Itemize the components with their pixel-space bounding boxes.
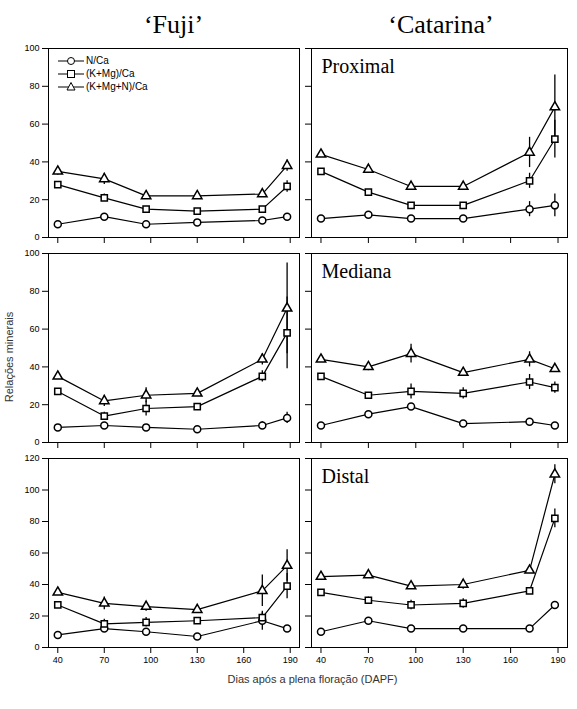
html-text:(K+Mg+N)/Ca: (K+Mg+N)/Ca — [86, 81, 148, 92]
svg-text:60: 60 — [29, 548, 39, 558]
svg-text:0: 0 — [34, 437, 39, 447]
svg-text:0: 0 — [34, 642, 39, 652]
svg-text:100: 100 — [143, 655, 158, 665]
svg-text:100: 100 — [24, 248, 39, 258]
svg-text:100: 100 — [24, 43, 39, 53]
svg-text:130: 130 — [456, 655, 471, 665]
svg-text:Distal: Distal — [322, 465, 370, 487]
svg-text:40: 40 — [29, 362, 39, 372]
svg-text:160: 160 — [503, 655, 518, 665]
svg-text:60: 60 — [29, 119, 39, 129]
svg-text:120: 120 — [24, 453, 39, 463]
svg-text:40: 40 — [316, 655, 326, 665]
svg-text:20: 20 — [29, 611, 39, 621]
svg-text:70: 70 — [99, 655, 109, 665]
html-text:Relações minerais: Relações minerais — [3, 311, 15, 402]
svg-text:0: 0 — [34, 232, 39, 242]
html-text:(K+Mg)/Ca: (K+Mg)/Ca — [86, 68, 135, 79]
svg-text:60: 60 — [29, 324, 39, 334]
svg-text:190: 190 — [551, 655, 566, 665]
svg-text:40: 40 — [29, 157, 39, 167]
html-text:‘Fuji’: ‘Fuji’ — [143, 10, 204, 39]
svg-text:80: 80 — [29, 81, 39, 91]
svg-text:80: 80 — [29, 516, 39, 526]
svg-text:190: 190 — [283, 655, 298, 665]
svg-text:20: 20 — [29, 195, 39, 205]
svg-text:130: 130 — [190, 655, 205, 665]
svg-text:100: 100 — [24, 485, 39, 495]
svg-text:70: 70 — [363, 655, 373, 665]
svg-text:40: 40 — [29, 579, 39, 589]
html-text:Dias após a plena floração (DA: Dias após a plena floração (DAPF) — [227, 673, 398, 685]
svg-text:100: 100 — [408, 655, 423, 665]
svg-text:80: 80 — [29, 286, 39, 296]
html-text:N/Ca: N/Ca — [86, 55, 109, 66]
svg-text:40: 40 — [53, 655, 63, 665]
html-text:‘Catarina’: ‘Catarina’ — [388, 10, 494, 39]
svg-text:Mediana: Mediana — [322, 260, 392, 282]
svg-text:20: 20 — [29, 400, 39, 410]
svg-text:160: 160 — [236, 655, 251, 665]
svg-text:Proximal: Proximal — [322, 55, 396, 77]
